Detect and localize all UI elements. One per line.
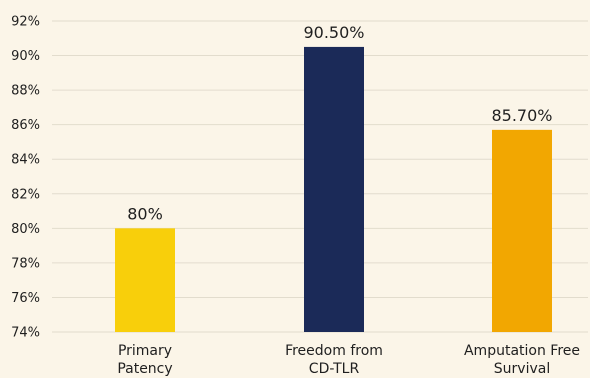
y-tick-label: 82%	[11, 187, 40, 202]
data-label: 85.70%	[491, 106, 552, 125]
x-tick-label: Survival	[494, 361, 550, 377]
x-axis: Primary Patency Freedom from CD-TLR Amputati…	[117, 343, 580, 377]
x-tick-label: Freedom from	[285, 343, 383, 359]
bar	[492, 129, 552, 332]
x-tick-label: Patency	[117, 361, 172, 377]
y-tick-label: 78%	[11, 256, 40, 271]
y-axis: 74% 76% 78% 80% 82% 84% 86% 88% 90% 92%	[11, 15, 40, 341]
y-tick-label: 92%	[11, 15, 40, 30]
bar	[304, 46, 364, 333]
y-tick-label: 90%	[11, 49, 40, 64]
data-label: 90.50%	[303, 23, 364, 42]
bars	[115, 46, 552, 333]
bar	[115, 228, 175, 332]
y-tick-label: 88%	[11, 84, 40, 99]
y-tick-label: 74%	[11, 326, 40, 341]
y-tick-label: 76%	[11, 291, 40, 306]
x-tick-label: CD-TLR	[309, 361, 360, 377]
y-tick-label: 84%	[11, 153, 40, 168]
data-labels: 80% 90.50% 85.70%	[127, 23, 552, 223]
x-tick-label: Amputation Free	[464, 343, 580, 359]
x-tick-label: Primary	[118, 343, 172, 359]
y-tick-label: 86%	[11, 118, 40, 133]
y-tick-label: 80%	[11, 222, 40, 237]
data-label: 80%	[127, 204, 163, 223]
